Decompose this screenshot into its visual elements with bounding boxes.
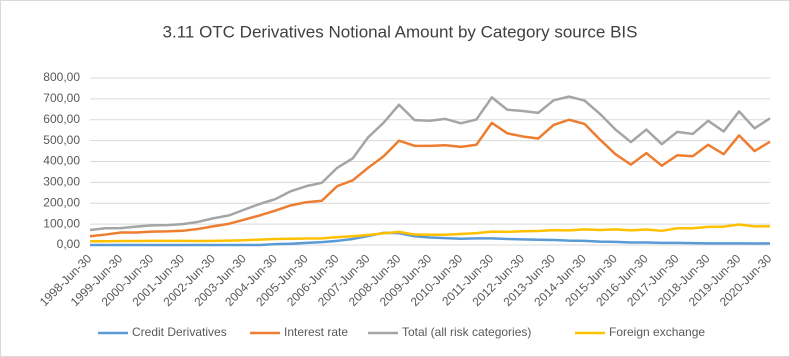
legend-label: Total (all risk categories): [402, 325, 531, 339]
y-tick-label: 800,00: [43, 70, 80, 84]
series-line: [90, 223, 771, 243]
y-tick-label: 700,00: [43, 91, 80, 105]
series-line: [90, 231, 771, 247]
y-tick-label: 100,00: [43, 216, 80, 230]
legend-label: Interest rate: [284, 325, 348, 339]
legend-label: Foreign exchange: [609, 325, 705, 339]
y-tick-label: 0,00: [57, 237, 81, 251]
chart-title: 3.11 OTC Derivatives Notional Amount by …: [163, 22, 638, 41]
y-tick-label: 200,00: [43, 195, 80, 209]
y-tick-label: 500,00: [43, 133, 80, 147]
legend-label: Credit Derivatives: [132, 325, 227, 339]
series-line: [89, 118, 771, 238]
series-line: [89, 95, 771, 232]
y-tick-label: 400,00: [43, 154, 80, 168]
y-tick-label: 600,00: [43, 112, 80, 126]
y-tick-label: 300,00: [43, 175, 80, 189]
